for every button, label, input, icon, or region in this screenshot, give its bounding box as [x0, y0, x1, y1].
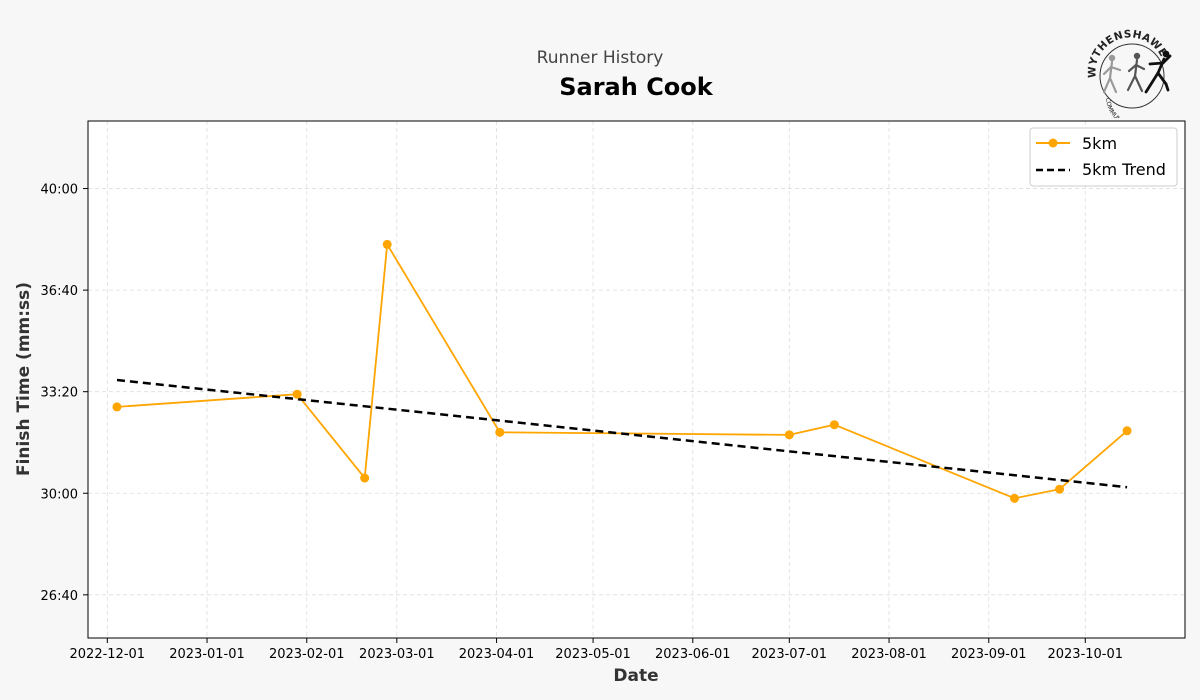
data-point-5km [292, 389, 302, 399]
y-tick-label: 36:40 [41, 284, 78, 299]
series-line-5km-trend [116, 378, 1128, 489]
legend-label-trend: 5km Trend [1082, 160, 1166, 179]
chart-subtitle: Runner History [537, 48, 664, 68]
data-point-5km [1009, 493, 1019, 503]
x-tick-label: 2023-03-01 [359, 647, 435, 662]
svg-text:WYTHENSHAWE: WYTHENSHAWE [1086, 28, 1169, 78]
data-point-5km [382, 239, 392, 249]
x-tick-label: 2023-02-01 [269, 647, 345, 662]
y-axis-label: Finish Time (mm:ss) [14, 282, 34, 476]
legend-marker-5km [1048, 138, 1058, 148]
plot-area [88, 121, 1185, 638]
wythenshawe-logo: WYTHENSHAWE COMMUNITY RUN [1086, 26, 1174, 129]
grid-lines [88, 121, 1185, 638]
runner-figure-mid [1126, 52, 1146, 93]
data-point-5km [829, 420, 839, 430]
data-point-5km [1122, 426, 1132, 436]
runner-figure-light [1102, 54, 1122, 94]
x-tick-label: 2023-09-01 [951, 647, 1027, 662]
runner-figure-dark [1144, 50, 1172, 94]
x-tick-label: 2023-01-01 [169, 647, 245, 662]
x-tick-label: 2023-06-01 [655, 647, 731, 662]
y-axis-ticks: 26:40 30:00 33:20 36:40 40:00 [41, 183, 88, 604]
logo-text-top: WYTHENSHAWE [1086, 28, 1168, 78]
y-tick-label: 40:00 [41, 183, 78, 198]
x-tick-label: 2023-05-01 [555, 647, 631, 662]
x-tick-label: 2023-07-01 [752, 647, 828, 662]
data-point-5km [784, 430, 794, 440]
data-point-5km [112, 402, 122, 412]
legend: 5km 5km Trend [1029, 127, 1178, 187]
series-layer [112, 239, 1132, 503]
y-tick-label: 30:00 [41, 487, 78, 502]
x-tick-label: 2023-04-01 [459, 647, 535, 662]
x-tick-label: 2023-08-01 [851, 647, 927, 662]
data-point-5km [495, 427, 505, 437]
data-point-5km [360, 473, 370, 483]
series-line-5km [116, 241, 1128, 500]
x-axis-label: Date [613, 666, 658, 686]
x-tick-label: 2023-10-01 [1047, 647, 1123, 662]
x-tick-label: 2022-12-01 [70, 647, 146, 662]
y-tick-label: 26:40 [41, 589, 78, 604]
plot-frame [87, 120, 1186, 639]
y-tick-label: 33:20 [41, 386, 78, 401]
x-axis-ticks: 2022-12-01 2023-01-01 2023-02-01 2023-03-01… [70, 638, 1123, 662]
data-point-5km [1055, 484, 1065, 494]
chart-title: Sarah Cook [559, 73, 714, 101]
legend-label-5km: 5km [1082, 134, 1117, 153]
